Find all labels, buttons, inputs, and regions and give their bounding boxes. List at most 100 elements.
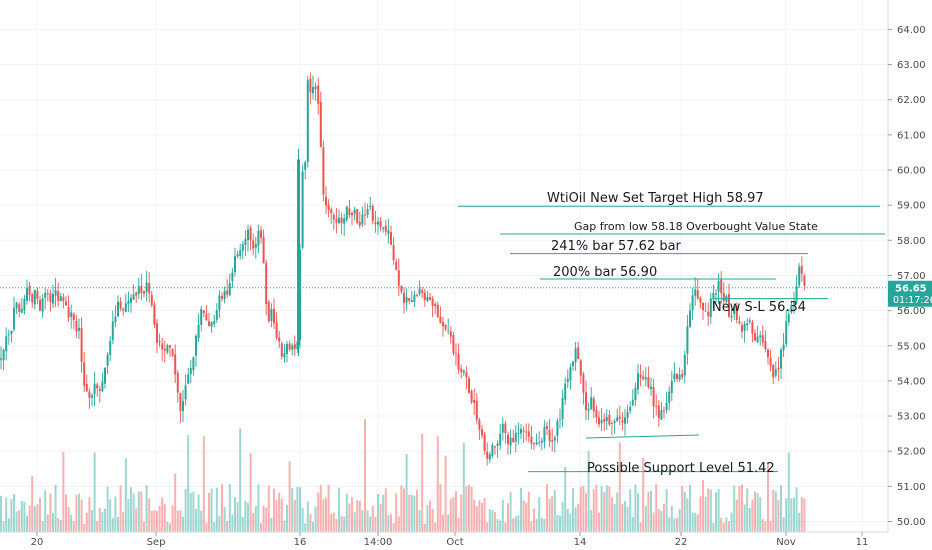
volume-bar [65,494,67,532]
volume-bar [473,499,476,532]
candle-body [611,423,613,424]
volume-bar [130,487,132,532]
volume-bar [286,505,288,532]
candle-body [530,436,533,444]
candle-body [533,443,535,445]
volume-bar [795,487,798,532]
candle-body [366,209,369,215]
volume-bar [54,484,57,532]
volume-bar [387,515,390,532]
volume-bar [371,505,374,532]
time-tick-label: Oct [446,537,463,548]
candle-body [728,294,730,317]
volume-bar [595,484,598,532]
volume-bar [514,516,517,532]
volume-bar [491,510,494,532]
candle-body [603,418,606,422]
price-tick-label: 62.00 [897,95,926,106]
volume-bar [327,484,330,532]
candle-body [722,292,725,301]
volume-bar [691,512,694,532]
volume-bar [143,521,145,532]
volume-bar [647,492,650,532]
candle-body [767,349,769,358]
volume-bar [509,492,512,532]
price-tick-label: 64.00 [897,25,926,36]
candle-body [132,294,135,300]
volume-bar [10,499,13,532]
volume-bar [631,517,634,532]
price-tick-label: 51.00 [897,482,926,493]
candle-body [665,403,668,411]
volume-bar [273,488,275,532]
candle-body [644,377,647,380]
candle-body [195,335,197,356]
candle-body [772,364,775,378]
candle-body [395,261,398,270]
price-tick-label: 54.00 [897,376,926,387]
candle-body [774,369,777,376]
time-axis[interactable]: 20 Sep 16 14:00 Oct 14 22 Nov 11 [0,531,888,548]
volume-bar [182,516,184,532]
candle-body [488,454,491,460]
candle-body [670,381,673,393]
candle-body [88,391,91,398]
candle-body [543,427,546,442]
price-axis[interactable]: 50.00 51.00 52.00 53.00 54.00 55.00 56.00 57.00… [887,0,926,532]
candle-body [561,397,564,419]
candle-body [462,370,465,373]
volume-bar [663,503,665,532]
candle-body [587,408,590,411]
candle-body [429,297,431,300]
candle-body [426,297,429,301]
volume-bar [699,496,702,532]
volume-bar [694,512,697,532]
volume-bar [686,498,689,532]
candle-body [655,406,658,407]
candle-body [514,432,517,442]
volume-bar [174,473,177,532]
volume-bar [780,485,782,532]
volume-bar [26,515,28,532]
candle-body [189,368,192,375]
candle-body [629,406,632,412]
candle-body [715,293,717,295]
candle-body [478,420,481,430]
volume-bar [535,518,538,532]
volume-bar [738,485,741,532]
candle-body [735,305,738,321]
volume-bar [319,484,322,532]
volume-bar [192,491,195,532]
candle-body [330,209,333,214]
candle-body [439,316,442,324]
volume-bar [548,499,551,532]
candle-body [226,290,229,295]
volume-bar [793,497,795,532]
volume-bar [382,494,385,532]
candle-body [647,377,650,388]
candle-body [223,291,226,299]
volume-bar [187,434,190,532]
volume-bar [600,486,603,532]
candle-body [353,209,356,214]
candle-body [631,399,634,406]
candle-body [228,283,231,296]
volume-bar [5,497,8,532]
volume-bar [400,485,403,532]
volume-bar [460,494,463,532]
candle-body [504,423,507,434]
candle-body [535,442,538,445]
volume-bar [145,485,148,532]
candle-body [109,341,112,356]
candle-body [106,354,109,366]
volume-bar [106,486,109,532]
volume-bar [78,493,80,532]
candle-body [434,304,437,307]
volume-bar [358,500,361,532]
candle-body [551,440,554,442]
volume-bar [169,523,171,532]
candle-body [616,417,619,422]
candle-body [135,292,138,296]
candle-body [709,298,712,317]
